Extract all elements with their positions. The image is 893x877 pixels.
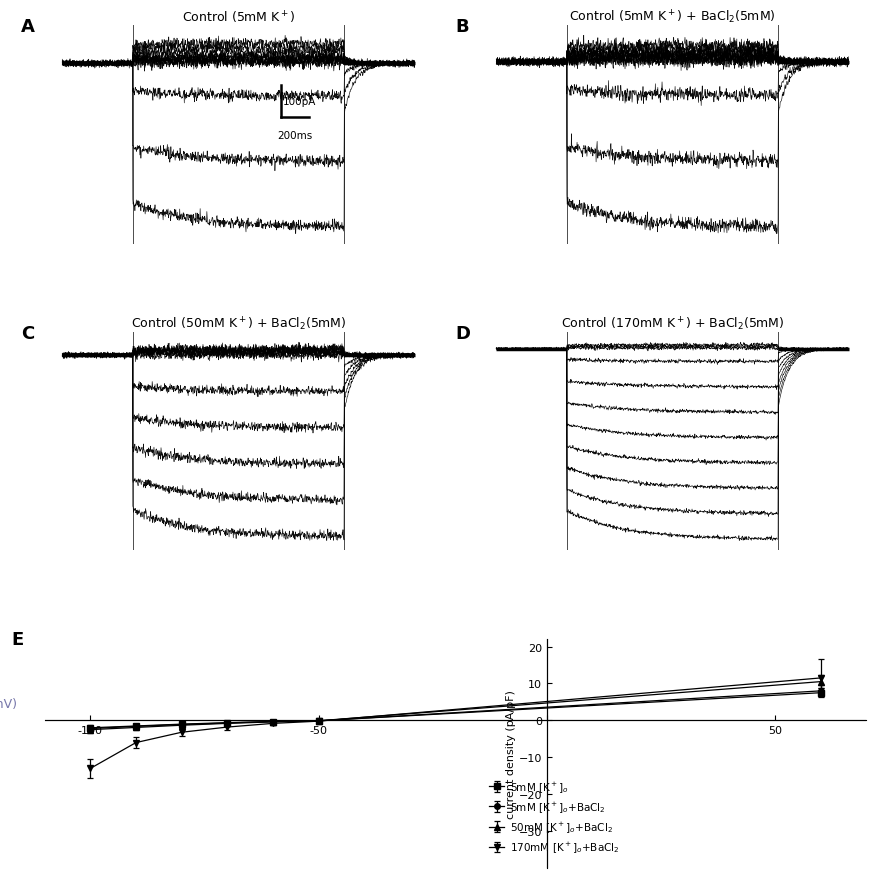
Text: C: C bbox=[21, 324, 35, 342]
Text: A: A bbox=[21, 18, 35, 36]
Title: Control (5mM K$^+$): Control (5mM K$^+$) bbox=[181, 10, 296, 25]
Title: Control (50mM K$^+$) + BaCl$_2$(5mM): Control (50mM K$^+$) + BaCl$_2$(5mM) bbox=[130, 316, 346, 333]
Text: B: B bbox=[455, 18, 469, 36]
Title: Control (170mM K$^+$) + BaCl$_2$(5mM): Control (170mM K$^+$) + BaCl$_2$(5mM) bbox=[561, 316, 784, 333]
Title: Control (5mM K$^+$) + BaCl$_2$(5mM): Control (5mM K$^+$) + BaCl$_2$(5mM) bbox=[569, 9, 776, 26]
Text: 100pA: 100pA bbox=[283, 96, 316, 107]
Text: Vm(mV): Vm(mV) bbox=[0, 697, 18, 710]
Text: E: E bbox=[12, 631, 24, 648]
Text: D: D bbox=[455, 324, 471, 342]
Legend: 5mM [K$^+$]$_o$, 5mM [K$^+$]$_o$+BaCl$_2$, 50mM [K$^+$]$_o$+BaCl$_2$, 170mM [K$^: 5mM [K$^+$]$_o$, 5mM [K$^+$]$_o$+BaCl$_2… bbox=[485, 775, 623, 859]
Y-axis label: current density (pA/pF): current density (pA/pF) bbox=[505, 689, 515, 818]
Text: 200ms: 200ms bbox=[278, 132, 313, 141]
